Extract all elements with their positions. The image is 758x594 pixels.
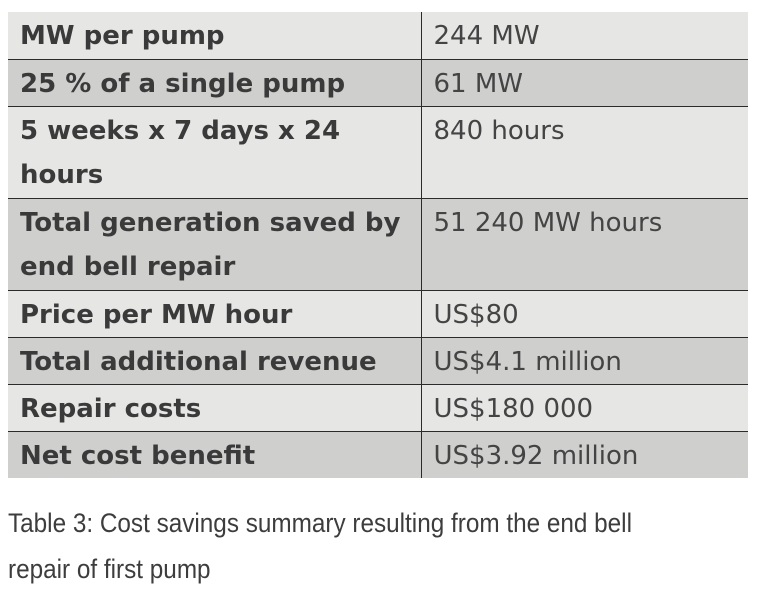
table-row: 5 weeks x 7 days x 24 hours 840 hours xyxy=(8,106,748,199)
row-value: US$180 000 xyxy=(421,384,748,432)
row-label: Repair costs xyxy=(8,384,422,432)
table-caption: Table 3: Cost savings summary resulting … xyxy=(8,508,632,584)
row-value: 51 240 MW hours xyxy=(421,198,748,291)
table-row: Price per MW hour US$80 xyxy=(8,290,748,338)
row-value: US$3.92 million xyxy=(421,431,748,478)
row-label: Price per MW hour xyxy=(8,290,422,338)
table-row: Net cost benefit US$3.92 million xyxy=(8,431,748,478)
row-value: 840 hours xyxy=(421,106,748,199)
row-label: MW per pump xyxy=(8,12,422,60)
table-row: Total generation saved by end bell repai… xyxy=(8,198,748,291)
row-value: 244 MW xyxy=(421,12,748,60)
table-row: MW per pump 244 MW xyxy=(8,12,748,60)
cost-savings-table: MW per pump 244 MW 25 % of a single pump… xyxy=(8,12,748,478)
row-value: US$4.1 million xyxy=(421,337,748,385)
cost-savings-table-container: MW per pump 244 MW 25 % of a single pump… xyxy=(8,12,748,478)
row-label: 5 weeks x 7 days x 24 hours xyxy=(8,106,422,199)
row-label: Net cost benefit xyxy=(8,431,422,478)
table-row: Total additional revenue US$4.1 million xyxy=(8,337,748,385)
row-label: 25 % of a single pump xyxy=(8,59,422,107)
table-row: Repair costs US$180 000 xyxy=(8,384,748,432)
table-row: 25 % of a single pump 61 MW xyxy=(8,59,748,107)
row-value: 61 MW xyxy=(421,59,748,107)
row-label: Total generation saved by end bell repai… xyxy=(8,198,422,291)
row-label: Total additional revenue xyxy=(8,337,422,385)
row-value: US$80 xyxy=(421,290,748,338)
